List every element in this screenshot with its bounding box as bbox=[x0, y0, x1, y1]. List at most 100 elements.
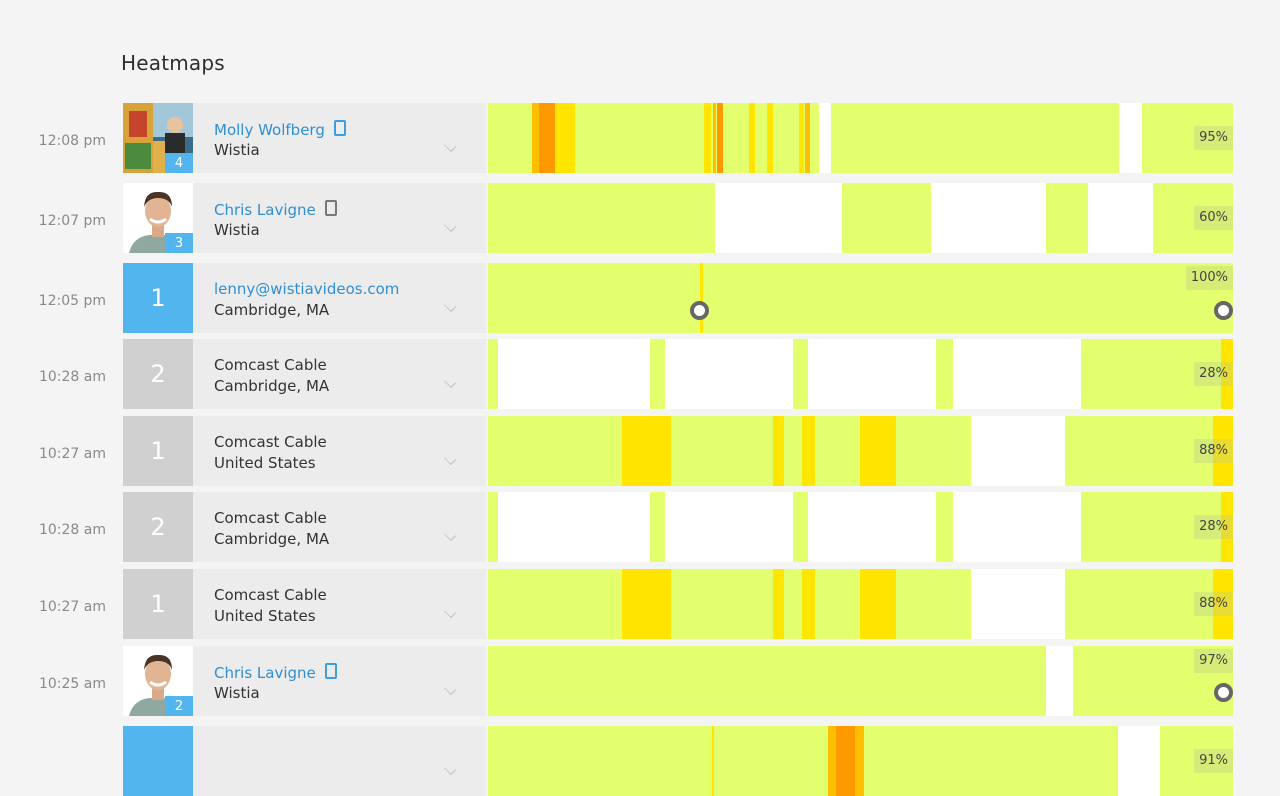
heatmap-bar[interactable]: 28% bbox=[488, 492, 1233, 562]
heatmap-rewatch-segment bbox=[712, 103, 716, 173]
avatar[interactable]: 1 bbox=[123, 416, 193, 486]
chevron-down-icon[interactable] bbox=[443, 139, 457, 153]
heatmap-row[interactable]: 10:28 am 2 Comcast Cable Cambridge, MA 28% bbox=[0, 492, 1280, 562]
avatar[interactable]: 1 bbox=[123, 569, 193, 639]
chevron-down-icon[interactable] bbox=[443, 452, 457, 466]
heatmap-row[interactable]: 10:27 am 1 Comcast Cable United States 88% bbox=[0, 569, 1280, 639]
viewer-location: Wistia bbox=[214, 221, 260, 239]
viewer-info[interactable]: Chris Lavigne Wistia bbox=[193, 183, 486, 253]
avatar-number: 2 bbox=[150, 513, 166, 541]
avatar-number: 1 bbox=[150, 590, 166, 618]
heatmap-row[interactable]: 12:07 pm 3 Chris Lavigne Wistia 60% bbox=[0, 183, 1280, 253]
chevron-down-icon[interactable] bbox=[443, 605, 457, 619]
percent-watched: 100% bbox=[1185, 266, 1233, 290]
viewer-name-text: Comcast Cable bbox=[214, 586, 327, 604]
heatmap-rewatch-segment bbox=[773, 416, 784, 486]
heatmap-bar[interactable]: 88% bbox=[488, 416, 1233, 486]
view-time: 10:28 am bbox=[38, 522, 106, 538]
avatar[interactable] bbox=[123, 726, 193, 796]
heatmap-bar[interactable]: 91% bbox=[488, 726, 1233, 796]
viewer-info[interactable]: Comcast Cable United States bbox=[193, 416, 486, 486]
viewer-info[interactable] bbox=[193, 726, 486, 796]
viewer-info[interactable]: Chris Lavigne Wistia bbox=[193, 646, 486, 716]
playhead-marker-icon[interactable] bbox=[1213, 301, 1233, 320]
heatmap-bar[interactable]: 28% bbox=[488, 339, 1233, 409]
heatmap-skipped-segment bbox=[1088, 183, 1154, 253]
viewer-name-text: Chris Lavigne bbox=[214, 664, 316, 682]
heatmap-rewatch-segment bbox=[859, 416, 897, 486]
avatar[interactable]: 3 bbox=[123, 183, 193, 253]
chevron-down-icon[interactable] bbox=[443, 528, 457, 542]
heatmap-rewatch-segment bbox=[859, 569, 897, 639]
viewer-info[interactable]: Comcast Cable United States bbox=[193, 569, 486, 639]
chevron-down-icon[interactable] bbox=[443, 762, 457, 776]
playhead-marker-icon[interactable] bbox=[1213, 683, 1233, 702]
heatmap-bar[interactable]: 60% bbox=[488, 183, 1233, 253]
viewer-name-text: Comcast Cable bbox=[214, 433, 327, 451]
heatmap-skipped-segment bbox=[807, 339, 937, 409]
percent-watched: 28% bbox=[1194, 362, 1233, 386]
chevron-down-icon[interactable] bbox=[443, 219, 457, 233]
view-time: 10:27 am bbox=[38, 446, 106, 462]
heatmap-bar[interactable]: 97% bbox=[488, 646, 1233, 716]
heatmap-bar[interactable]: 88% bbox=[488, 569, 1233, 639]
heatmap-skipped-segment bbox=[970, 569, 1065, 639]
heatmap-skipped-segment bbox=[807, 492, 937, 562]
viewer-name: Comcast Cable bbox=[214, 356, 327, 374]
view-count-badge: 4 bbox=[165, 153, 193, 173]
viewer-info[interactable]: Comcast Cable Cambridge, MA bbox=[193, 339, 486, 409]
viewer-location: Wistia bbox=[214, 141, 260, 159]
viewer-location: Wistia bbox=[214, 684, 260, 702]
heatmap-row[interactable]: 10:25 am 2 Chris Lavigne Wistia 97% bbox=[0, 646, 1280, 716]
viewer-info[interactable]: lenny@wistiavideos.com Cambridge, MA bbox=[193, 263, 486, 333]
heatmap-rewatch-segment bbox=[835, 726, 855, 796]
heatmap-skipped-segment bbox=[664, 492, 793, 562]
heatmap-row[interactable]: 12:05 pm 1 lenny@wistiavideos.com Cambridge… bbox=[0, 263, 1280, 333]
heatmap-skipped-segment bbox=[664, 339, 793, 409]
heatmap-rewatch-segment bbox=[801, 416, 816, 486]
heatmap-rewatch-segment bbox=[555, 103, 576, 173]
viewer-name: Comcast Cable bbox=[214, 586, 327, 604]
avatar[interactable]: 4 bbox=[123, 103, 193, 173]
chevron-down-icon[interactable] bbox=[443, 375, 457, 389]
viewer-name-link[interactable]: lenny@wistiavideos.com bbox=[214, 280, 399, 298]
view-time: 12:07 pm bbox=[38, 213, 106, 229]
playhead-marker-icon[interactable] bbox=[689, 301, 709, 320]
heatmap-rewatch-segment bbox=[766, 103, 774, 173]
percent-watched: 28% bbox=[1194, 515, 1233, 539]
heatmap-skipped-segment bbox=[970, 416, 1065, 486]
avatar[interactable]: 1 bbox=[123, 263, 193, 333]
viewer-info[interactable]: Molly Wolfberg Wistia bbox=[193, 103, 486, 173]
heatmap-rewatch-segment bbox=[828, 726, 836, 796]
heatmap-rewatch-segment bbox=[1212, 416, 1233, 486]
viewer-name-link[interactable]: Chris Lavigne bbox=[214, 663, 337, 682]
heatmap-bar[interactable]: 95% bbox=[488, 103, 1233, 173]
viewer-info[interactable]: Comcast Cable Cambridge, MA bbox=[193, 492, 486, 562]
viewer-name-link[interactable]: Chris Lavigne bbox=[214, 200, 337, 219]
heatmap-rewatch-segment bbox=[1212, 569, 1233, 639]
heatmap-rewatch-segment bbox=[804, 103, 810, 173]
avatar[interactable]: 2 bbox=[123, 492, 193, 562]
view-time: 10:27 am bbox=[38, 599, 106, 615]
avatar[interactable]: 2 bbox=[123, 339, 193, 409]
heatmap-skipped-segment bbox=[1118, 726, 1160, 796]
chevron-down-icon[interactable] bbox=[443, 682, 457, 696]
mobile-icon bbox=[324, 663, 337, 679]
view-count-badge: 3 bbox=[165, 233, 193, 253]
heatmap-skipped-segment bbox=[952, 339, 1081, 409]
mobile-icon bbox=[324, 200, 337, 216]
viewer-name-text: lenny@wistiavideos.com bbox=[214, 280, 400, 298]
heatmap-row[interactable]: 10:28 am 2 Comcast Cable Cambridge, MA 28% bbox=[0, 339, 1280, 409]
viewer-location: United States bbox=[214, 454, 316, 472]
viewer-name-link[interactable]: Molly Wolfberg bbox=[214, 120, 346, 139]
heatmap-row[interactable]: 10:27 am 1 Comcast Cable United States 88% bbox=[0, 416, 1280, 486]
heatmap-rewatch-segment bbox=[531, 103, 541, 173]
avatar[interactable]: 2 bbox=[123, 646, 193, 716]
heatmap-rewatch-segment bbox=[799, 103, 804, 173]
heatmap-rewatch-segment bbox=[622, 416, 672, 486]
chevron-down-icon[interactable] bbox=[443, 299, 457, 313]
heatmap-row[interactable]: 12:08 pm 4 Molly Wolfberg Wistia 95% bbox=[0, 103, 1280, 173]
heatmap-row[interactable]: 91% bbox=[0, 726, 1280, 796]
page-title: Heatmaps bbox=[121, 51, 225, 75]
heatmap-bar[interactable]: 100% bbox=[488, 263, 1233, 333]
